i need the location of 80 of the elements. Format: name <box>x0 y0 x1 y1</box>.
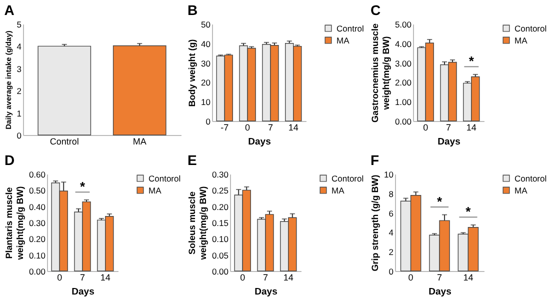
legend-label: MA <box>148 185 162 196</box>
legend-label: Contorol <box>514 23 547 34</box>
y-tick-label: 10 <box>201 97 211 108</box>
y-axis-title: Soleus muscle weight(mg/g BW) <box>186 186 208 261</box>
y-tick-label: 3.00 <box>394 58 412 68</box>
x-axis-title: Days <box>72 286 94 298</box>
y-tick-label: 50 <box>201 20 211 30</box>
chart-title: D <box>4 152 15 168</box>
y-tick-label: 0.05 <box>212 250 229 260</box>
y-tick-label: 20 <box>201 78 211 88</box>
y-axis-title: Gastrocnemius muscle weight(mg/g BW) <box>370 23 391 123</box>
y-tick-label: 0.40 <box>28 202 46 212</box>
y-tick-label: 0.10 <box>28 250 46 260</box>
y-tick-label: 0.60 <box>28 170 46 180</box>
legend-label: Contorol <box>148 173 181 184</box>
y-tick-label: 0.25 <box>212 186 229 196</box>
x-tick-label: 14 <box>463 272 474 282</box>
y-tick-label: 30 <box>201 58 211 68</box>
y-tick-label: 40 <box>201 38 211 49</box>
y-tick-label: 2.00 <box>394 78 412 88</box>
x-tick-label: 0 <box>423 122 428 132</box>
y-tick-label: 2 <box>388 247 394 258</box>
x-tick-label: 0 <box>240 272 246 282</box>
y-axis-title: Plantaris muscle weight(mg/g BW) <box>4 186 25 261</box>
y-tick-label: 6 <box>388 208 394 218</box>
chart-title: B <box>188 2 198 18</box>
y-tick-label: 0.10 <box>212 234 229 244</box>
y-tick-label: 0.30 <box>28 218 46 228</box>
legend-label: Contorol <box>514 173 547 184</box>
legend-label: Contorol <box>332 173 364 184</box>
y-tick-label: 0.00 <box>28 266 46 276</box>
x-tick-label: 7 <box>446 122 452 132</box>
y-tick-label: 0.20 <box>212 202 229 212</box>
y-tick-label: 5.00 <box>394 20 412 30</box>
annotation: * <box>436 194 443 209</box>
x-axis-title: Days <box>254 286 278 298</box>
x-tick-label: 7 <box>80 272 86 282</box>
x-tick-label: 7 <box>268 122 273 132</box>
annotation: * <box>466 204 472 220</box>
y-tick-label: 2 <box>16 86 22 96</box>
legend-label: MA <box>514 35 528 46</box>
chart-title: A <box>4 2 14 18</box>
x-axis-title: Days <box>438 136 460 148</box>
y-tick-label: 10 <box>384 170 394 180</box>
y-tick-label: 1.00 <box>394 97 412 108</box>
y-tick-label: 3 <box>16 64 22 74</box>
legend-label: MA <box>514 185 528 196</box>
y-tick-label: 0.00 <box>394 116 412 126</box>
y-tick-label: 0.15 <box>212 218 229 228</box>
legend-label: MA <box>332 185 345 196</box>
annotation: * <box>80 179 86 194</box>
x-tick-label: -7 <box>220 122 229 132</box>
y-tick-label: 4.00 <box>394 38 412 49</box>
x-axis-title: Days <box>428 286 452 298</box>
x-tick-label: 14 <box>466 122 476 132</box>
chart-title: E <box>187 152 197 168</box>
x-tick-label: 0 <box>245 122 250 132</box>
y-tick-label: 0.30 <box>212 170 229 180</box>
y-tick-label: 4 <box>388 228 394 238</box>
y-tick-label: 1 <box>16 108 22 118</box>
x-tick-label: 14 <box>283 272 294 282</box>
annotation: * <box>468 54 475 69</box>
y-axis-title: Body weight (g) <box>187 39 198 107</box>
y-tick-label: 4 <box>16 42 22 52</box>
y-tick-label: 0.20 <box>28 234 46 244</box>
chart-title: F <box>370 152 380 168</box>
legend-label: Control <box>336 23 364 34</box>
chart-title: C <box>370 2 381 18</box>
y-tick-label: 5 <box>16 20 22 30</box>
x-tick-label: 0 <box>57 272 62 282</box>
x-tick-label: 7 <box>262 272 268 282</box>
legend-label: MA <box>336 35 350 46</box>
x-tick-label: 14 <box>288 122 298 132</box>
y-tick-label: 8 <box>388 188 394 199</box>
x-tick-label: 14 <box>100 272 110 282</box>
x-tick-label: 7 <box>436 272 442 282</box>
y-axis-title: Grip strength (g/g BW) <box>370 174 380 272</box>
y-tick-label: 0.50 <box>28 186 46 196</box>
y-tick-label: 0.00 <box>212 266 229 276</box>
x-axis-title: Days <box>248 136 271 148</box>
